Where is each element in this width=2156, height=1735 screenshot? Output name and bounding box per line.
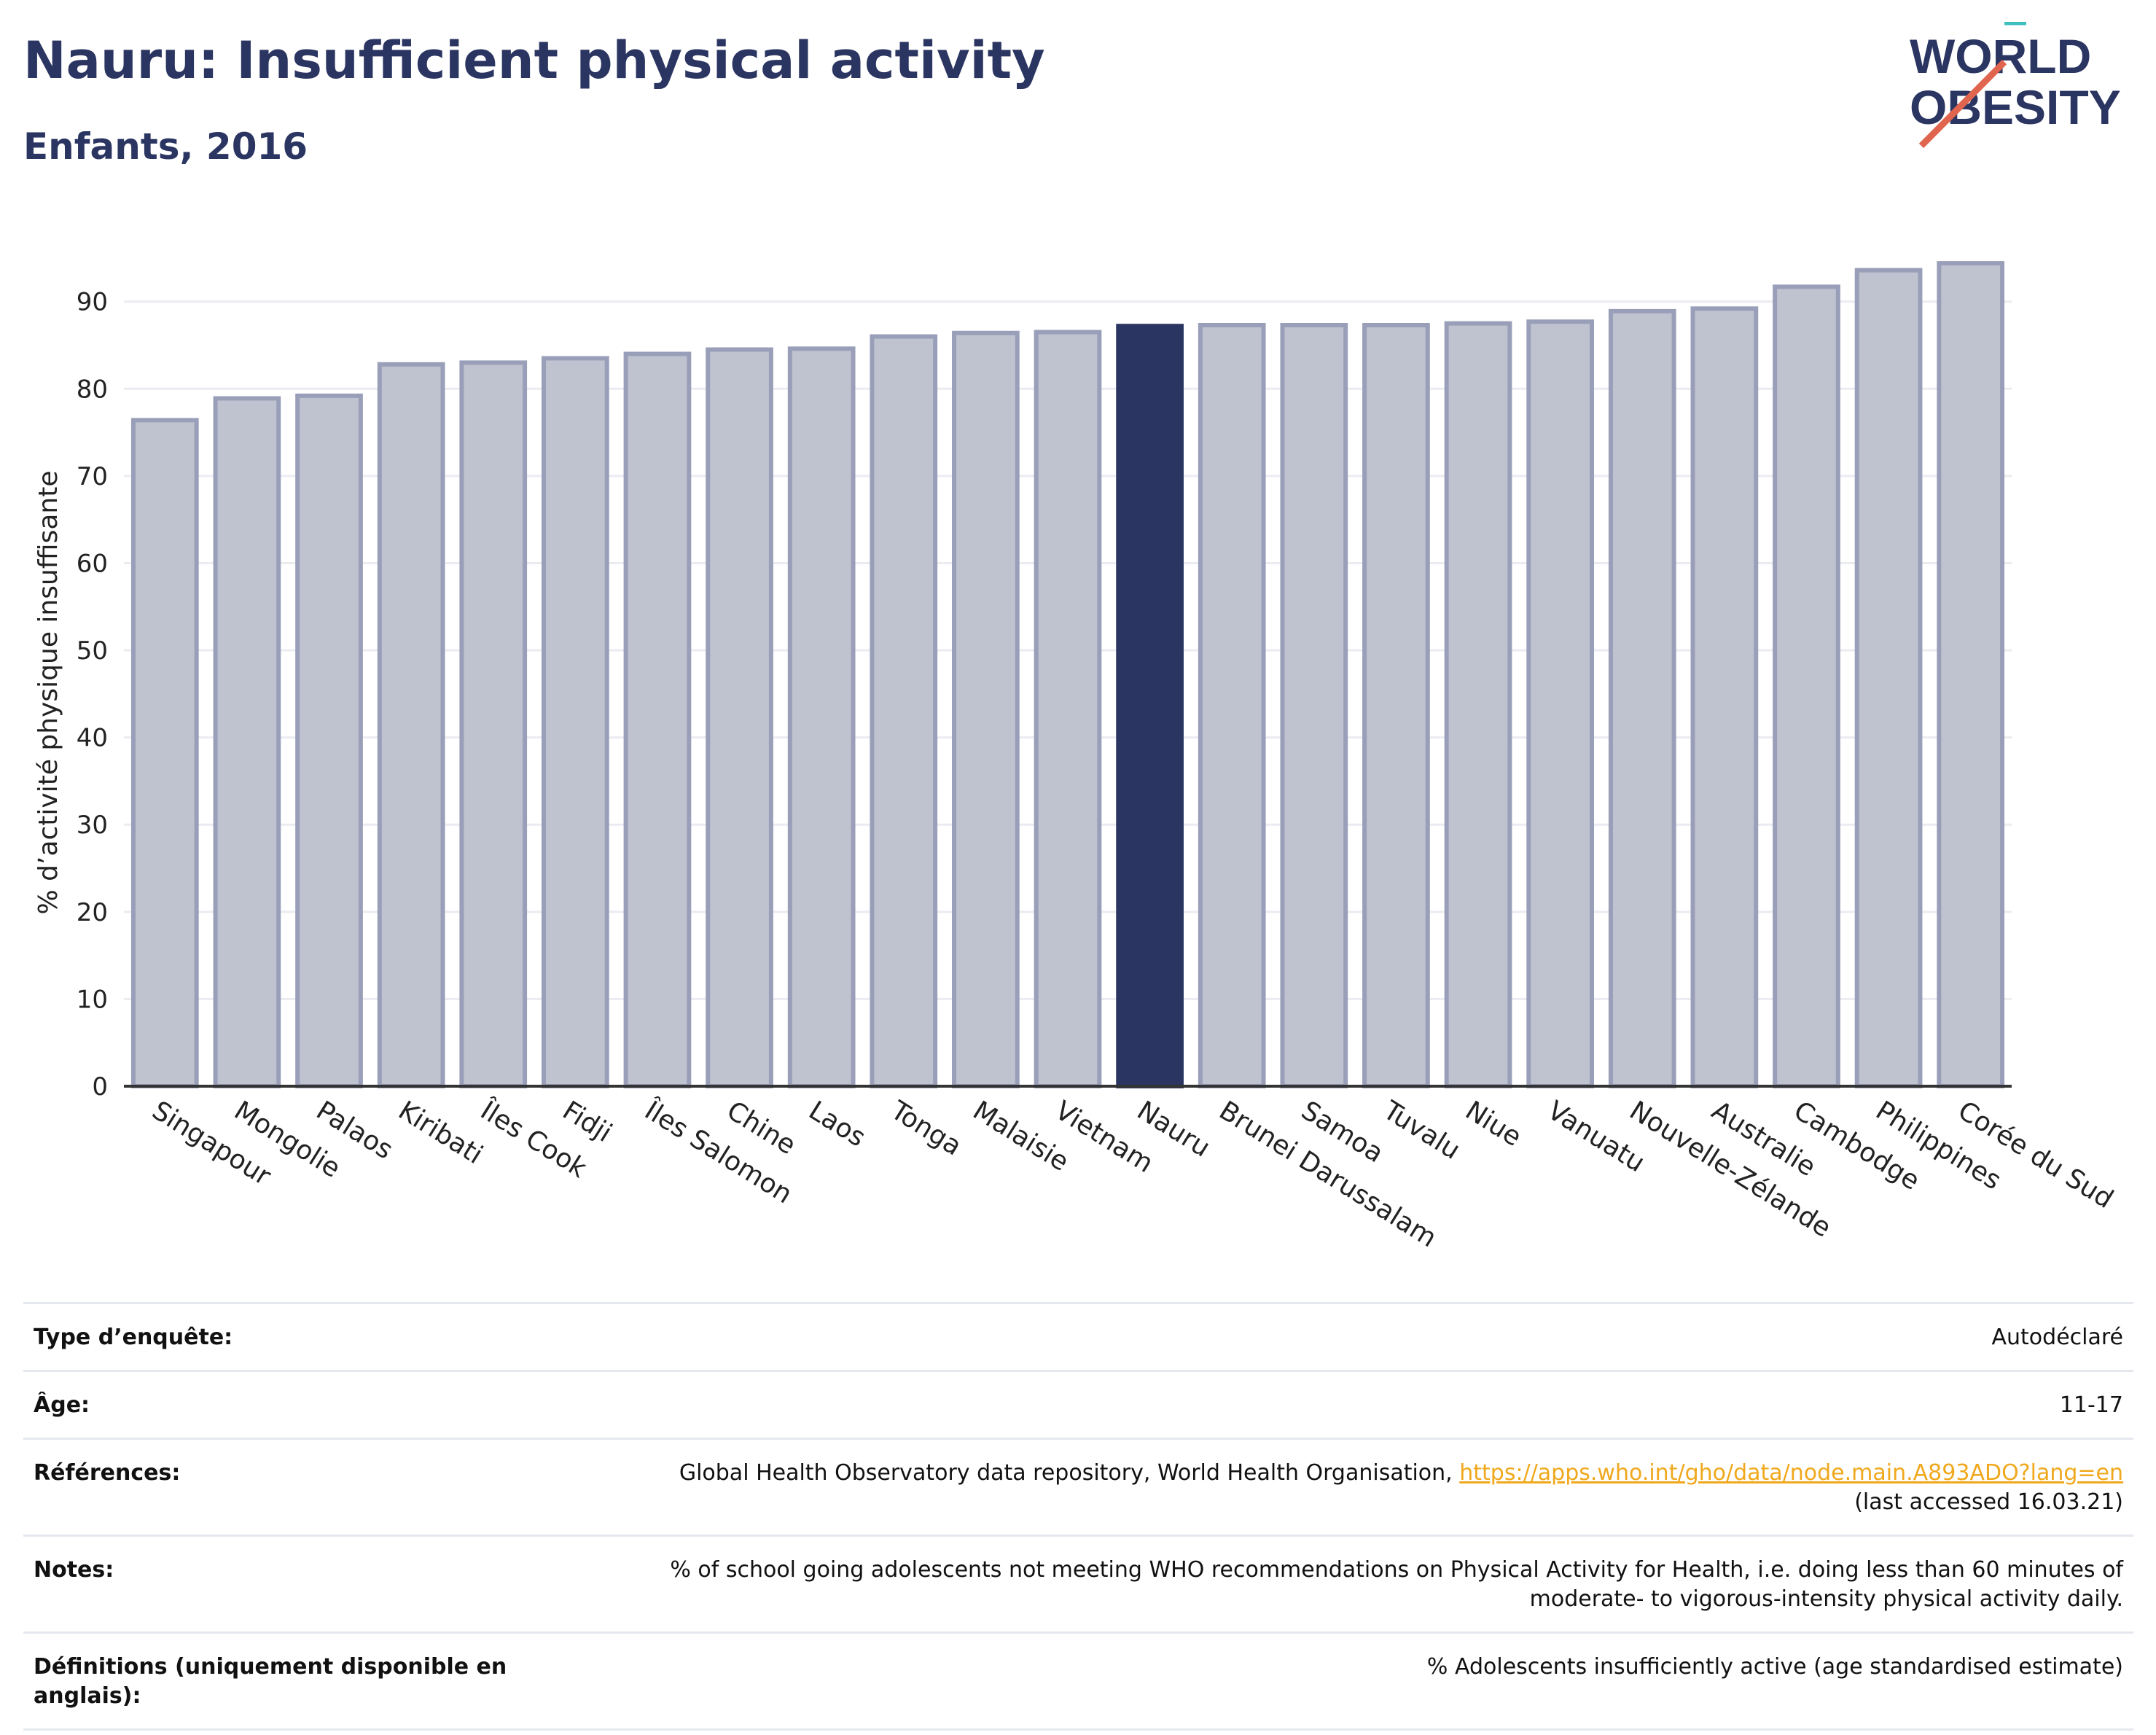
bar-nauru [1116, 324, 1184, 1088]
bar-singapour [130, 418, 199, 1088]
bar-vanuatu [1526, 319, 1595, 1088]
bar--les-cook [459, 360, 528, 1088]
y-tick-label-40: 40 [77, 724, 108, 753]
bar-malaisie [952, 330, 1020, 1088]
bar-fidji [541, 356, 609, 1088]
info-row-survey: Type d’enquête: Autodéclaré [23, 1303, 2133, 1371]
info-row-definitions: Définitions (uniquement disponible en an… [23, 1632, 2133, 1730]
bar--les-salomon [623, 351, 692, 1088]
bar-chine [706, 347, 773, 1088]
bar-tuvalu [1362, 323, 1430, 1088]
references-accessed: (last accessed 16.03.21) [1854, 1489, 2123, 1515]
survey-label: Type d’enquête: [34, 1325, 233, 1350]
definitions-label: Définitions (uniquement disponible en an… [34, 1654, 507, 1709]
bar-palaos [295, 393, 363, 1088]
x-tick-label: Kiribati [393, 1096, 488, 1170]
bar-vietnam [1034, 330, 1102, 1088]
references-text: Global Health Observatory data repositor… [679, 1460, 1453, 1486]
bar-philippines [1854, 268, 1923, 1088]
logo-line1: WORLD [1910, 29, 2091, 83]
bar-nouvelle-z-lande [1608, 308, 1676, 1088]
world-obesity-logo: WORLD OBESITY [1910, 22, 2121, 149]
y-tick-label-0: 0 [92, 1072, 108, 1102]
bar-laos [787, 346, 856, 1089]
notes-value: % of school going adolescents not meetin… [529, 1536, 2133, 1633]
y-axis-title: % d’activité physique insuffisante [34, 470, 63, 914]
x-tick-label: Tuvalu [1378, 1095, 1466, 1166]
bar-australie [1690, 306, 1759, 1089]
info-table: Type d’enquête: Autodéclaré Âge: 11-17 R… [23, 1302, 2133, 1731]
survey-value: Autodéclaré [1991, 1325, 2124, 1350]
age-value: 11-17 [2059, 1392, 2123, 1418]
bars [130, 261, 2005, 1089]
y-tick-label-80: 80 [77, 375, 108, 404]
y-tick-label-20: 20 [77, 898, 108, 927]
references-value: Global Health Observatory data repositor… [529, 1439, 2133, 1536]
y-tick-label-90: 90 [77, 288, 108, 317]
y-tick-label-60: 60 [77, 549, 108, 578]
notes-line2: moderate- to vigorous-intensity physical… [1529, 1586, 2123, 1612]
x-tick-label: Tonga [885, 1095, 966, 1161]
notes-line1: % of school going adolescents not meetin… [670, 1557, 2123, 1583]
bar-samoa [1280, 323, 1348, 1088]
y-tick-label-30: 30 [77, 811, 108, 840]
bar-kiribati [377, 362, 445, 1088]
references-link[interactable]: https://apps.who.int/gho/data/node.main.… [1459, 1460, 2123, 1486]
bar-cor-e-du-sud [1937, 261, 2005, 1088]
x-tick-label: Laos [803, 1096, 870, 1153]
info-row-age: Âge: 11-17 [23, 1371, 2133, 1439]
x-tick-label: Fidji [558, 1096, 617, 1148]
logo-coral-stroke [1918, 59, 2007, 149]
definitions-value: % Adolescents insufficiently active (age… [1426, 1654, 2123, 1680]
y-tick-label-70: 70 [77, 462, 108, 491]
bar-mongolie [213, 396, 281, 1088]
bar-brunei-darussalam [1198, 323, 1266, 1088]
age-label: Âge: [34, 1392, 90, 1418]
bar-cambodge [1773, 284, 1840, 1088]
y-tick-label-50: 50 [77, 636, 108, 666]
bar-tonga [870, 334, 938, 1088]
references-label: Références: [34, 1460, 181, 1486]
info-row-references: Références: Global Health Observatory da… [23, 1438, 2133, 1536]
y-tick-label-10: 10 [77, 985, 108, 1014]
x-tick-label: Niue [1460, 1096, 1526, 1153]
page-title: Nauru: Insufficient physical activity [23, 31, 1045, 90]
page-subtitle: Enfants, 2016 [23, 125, 308, 168]
bar-chart: 0102030405060708090SingapourMongoliePala… [34, 261, 2118, 1253]
notes-label: Notes: [34, 1557, 114, 1583]
info-row-notes: Notes: % of school going adolescents not… [23, 1535, 2133, 1633]
bar-niue [1444, 321, 1512, 1088]
